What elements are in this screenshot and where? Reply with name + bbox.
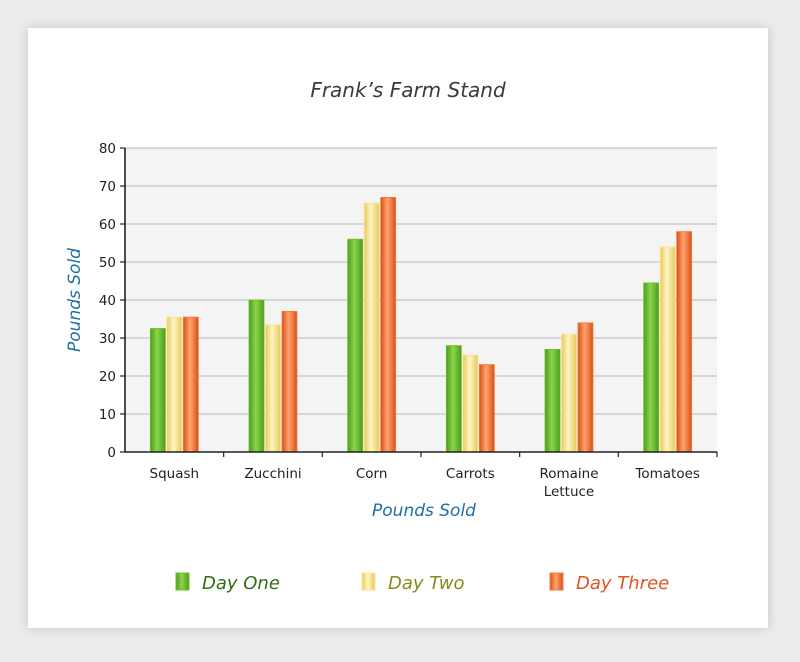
y-tick-label: 60 [99, 217, 116, 233]
x-category-label: Tomatoes [634, 466, 700, 482]
bar [676, 231, 693, 453]
bar [643, 282, 660, 453]
legend-label: Day Three [576, 573, 669, 594]
y-tick-label: 20 [99, 369, 116, 385]
y-axis-label: Pounds Sold [65, 248, 85, 352]
bar [544, 348, 561, 453]
y-tick-label: 70 [99, 179, 116, 195]
legend: Day One Day Two Day Three [175, 572, 669, 594]
bar [659, 246, 676, 453]
x-category-label: Romaine Lettuce [539, 466, 598, 500]
bar [462, 354, 479, 453]
bar [248, 299, 265, 453]
y-tick-label: 30 [99, 331, 116, 347]
legend-swatch [549, 572, 564, 591]
legend-label: Day One [202, 573, 280, 594]
bar [478, 364, 495, 453]
x-category-labels: Squash Zucchini Corn Carrots Romaine Lettuce T… [150, 466, 700, 500]
bar [166, 316, 183, 453]
y-tick-label: 80 [99, 141, 116, 157]
bar [380, 196, 397, 453]
x-category-label: Carrots [446, 466, 495, 482]
gridlines [125, 147, 717, 415]
y-tick-labels: 0 10 20 30 40 50 60 70 80 [99, 141, 116, 461]
chart-card: Frank’s Farm Stand 0 10 20 30 40 50 60 70 80 Squ… [28, 28, 768, 628]
y-tick-label: 50 [99, 255, 116, 271]
bar-chart: Frank’s Farm Stand 0 10 20 30 40 50 60 70 80 Squ… [65, 78, 718, 594]
y-tick-label: 10 [99, 407, 116, 423]
bar [182, 316, 199, 453]
chart-title: Frank’s Farm Stand [310, 78, 506, 102]
bar [281, 310, 298, 453]
y-tick-label: 0 [107, 445, 116, 461]
bar [561, 333, 577, 453]
bar [265, 324, 281, 453]
bar [347, 238, 364, 453]
x-category-label: Corn [356, 466, 388, 482]
x-axis-label: Pounds Sold [372, 501, 476, 521]
bar [445, 345, 462, 453]
legend-swatch [175, 572, 190, 591]
x-category-label: Squash [150, 466, 200, 482]
legend-swatch [361, 572, 376, 591]
y-tick-label: 40 [99, 293, 116, 309]
x-category-label: Zucchini [244, 466, 301, 482]
legend-label: Day Two [388, 573, 465, 594]
bar [149, 328, 166, 453]
bar [363, 202, 380, 453]
bar [577, 322, 594, 453]
axes [120, 147, 718, 457]
